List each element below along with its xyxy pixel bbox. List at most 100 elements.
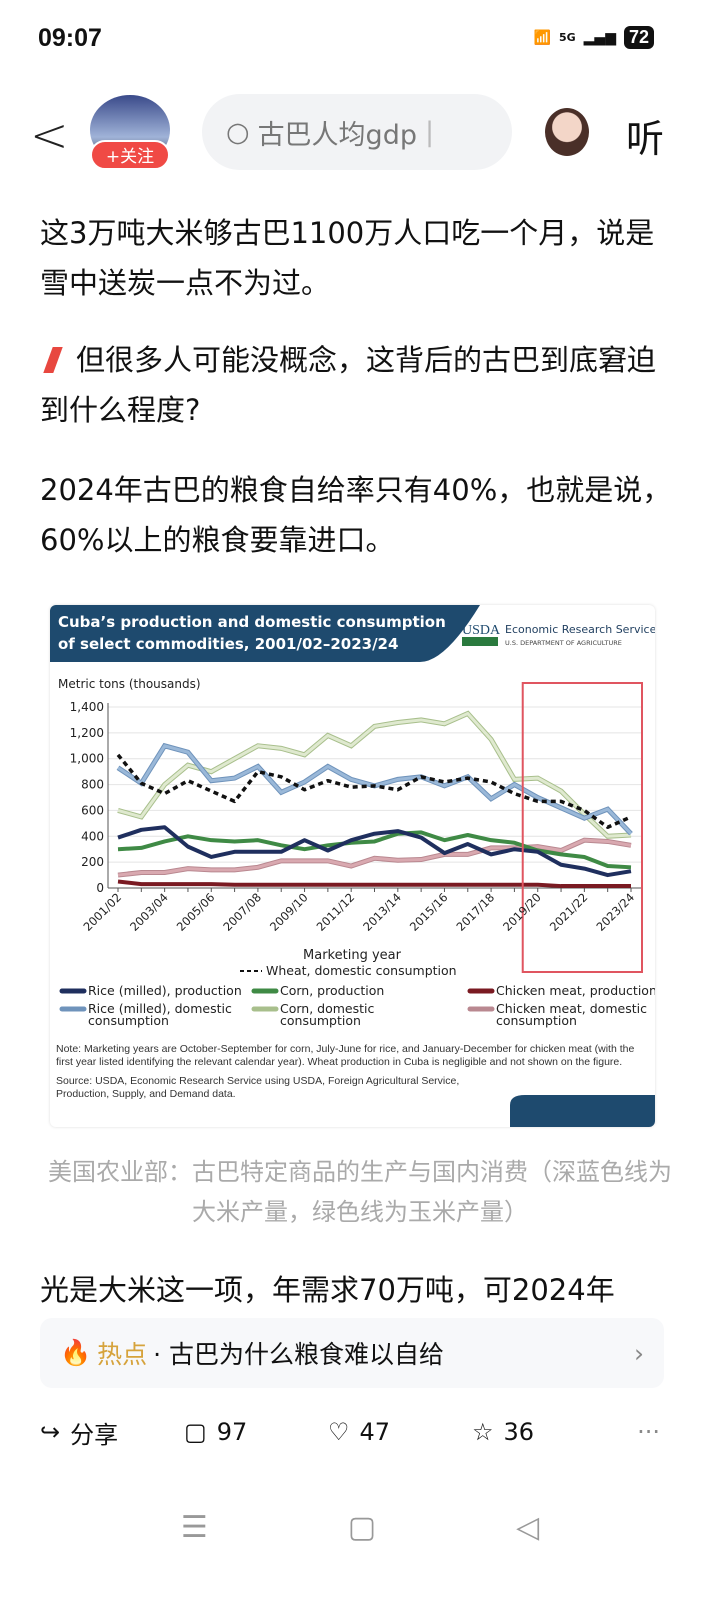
legend-item: Rice (milled), production xyxy=(59,983,242,998)
legend-label: Chicken meat, production xyxy=(496,983,655,998)
legend-label: Corn, domestic xyxy=(280,1001,375,1016)
chart-source: Source: USDA, Economic Research Service … xyxy=(56,1075,460,1100)
share-label: 分享 xyxy=(70,1420,119,1449)
status-icons: 📶 5G ▂▄▆ 72 xyxy=(534,26,654,49)
image-caption: 美国农业部：古巴特定商品的生产与国内消费（深蓝色线为大米产量，绿色线为玉米产量） xyxy=(48,1158,672,1226)
legend-item: Corn, production xyxy=(251,983,384,998)
network-label: 5G xyxy=(558,31,576,44)
x-tick-label: 2003/04 xyxy=(127,890,171,934)
x-tick-label: 2009/10 xyxy=(267,890,311,934)
x-tick-label: 2017/18 xyxy=(454,890,498,934)
battery-level: 72 xyxy=(623,26,654,49)
x-tick-label: 2005/06 xyxy=(174,890,218,934)
comment-count: 97 xyxy=(216,1418,248,1446)
paragraph: 这3万吨大米够古巴1100万人口吃一个月，说是雪中送炭一点不为过。 xyxy=(40,216,655,300)
y-tick-label: 200 xyxy=(81,855,104,869)
y-axis-label: Metric tons (thousands) xyxy=(58,677,201,691)
action-bar: ↪ 分享 ▢ 97 ♡ 47 ☆ 36 ··· xyxy=(40,1410,660,1454)
legend-label: Rice (milled), domestic xyxy=(88,1001,232,1016)
listen-button[interactable]: 听 xyxy=(626,117,665,161)
x-tick-label: 2023/24 xyxy=(593,890,637,934)
hot-topic-card[interactable]: 🔥 热点 · 古巴为什么粮食难以自给 › xyxy=(40,1318,664,1388)
assistant-avatar-icon[interactable] xyxy=(545,108,589,156)
hot-label: 热点 xyxy=(97,1340,148,1369)
x-tick-label: 2021/22 xyxy=(547,890,591,934)
series-line-corn-domestic-consumption-outline xyxy=(117,710,632,839)
legend-label-cont: consumption xyxy=(280,1013,361,1028)
follow-button[interactable]: +关注 xyxy=(90,140,170,170)
more-button[interactable]: ··· xyxy=(637,1418,660,1446)
wifi-icon: 📶 xyxy=(533,29,551,46)
series-line-chicken-meat-domestic-consumption xyxy=(117,838,632,877)
y-tick-label: 1,200 xyxy=(70,726,104,740)
legend-item: Chicken meat, production xyxy=(467,983,655,998)
x-tick-label: 2007/08 xyxy=(220,890,264,934)
chart-title-line2: of select commodities, 2001/02–2023/24 xyxy=(58,635,398,653)
chart-svg: Cuba’s production and domestic consumpti… xyxy=(50,605,655,1127)
flame-icon: 🔥 xyxy=(60,1338,92,1367)
system-nav-bar: ☰ ▢ ◁ xyxy=(0,1510,720,1545)
chevron-right-icon: › xyxy=(634,1338,644,1368)
x-tick-label: 2001/02 xyxy=(80,890,124,934)
heart-icon: ♡ xyxy=(328,1418,350,1446)
status-time: 09:07 xyxy=(38,24,102,52)
search-text: 古巴人均gdp xyxy=(257,119,417,151)
y-tick-label: 0 xyxy=(96,881,104,895)
back-triangle-icon[interactable]: ◁ xyxy=(516,1510,540,1545)
hot-topic-text: · 古巴为什么粮食难以自给 xyxy=(153,1340,445,1369)
series-line-chicken-meat-production xyxy=(117,879,631,889)
usda-logo: USDA xyxy=(462,623,501,638)
paragraph: 光是大米这一项，年需求70万吨，可2024年 xyxy=(40,1273,615,1307)
paragraph: 2024年古巴的粮食自给率只有40%，也就是说，60%以上的粮食要靠进口。 xyxy=(40,473,672,557)
comment-button[interactable]: ▢ 97 xyxy=(184,1418,328,1446)
series-line-corn-domestic-consumption xyxy=(117,711,632,838)
legend-item: Wheat, domestic consumption xyxy=(240,963,457,978)
y-tick-label: 600 xyxy=(81,803,104,817)
series-line-rice-milled-production xyxy=(117,825,632,878)
share-icon: ↪ xyxy=(40,1418,61,1446)
footer-banner xyxy=(510,1095,655,1127)
search-bar[interactable]: ○ 古巴人均gdp | xyxy=(202,94,512,170)
menu-icon[interactable]: ☰ xyxy=(180,1510,208,1545)
legend-label: Rice (milled), production xyxy=(88,983,242,998)
section-heading: 但很多人可能没概念，这背后的古巴到底窘迫到什么程度? xyxy=(40,335,680,435)
favorite-count: 36 xyxy=(503,1418,535,1446)
chart-note: Note: Marketing years are October-Septem… xyxy=(56,1043,635,1068)
heading-text: 但很多人可能没概念，这背后的古巴到底窘迫到什么程度? xyxy=(40,343,657,427)
like-count: 47 xyxy=(359,1418,391,1446)
legend-label-cont: consumption xyxy=(496,1013,577,1028)
legend-label: Wheat, domestic consumption xyxy=(266,963,457,978)
x-axis-label: Marketing year xyxy=(303,948,402,963)
like-button[interactable]: ♡ 47 xyxy=(328,1418,472,1446)
star-icon: ☆ xyxy=(472,1418,494,1446)
back-button[interactable]: < xyxy=(30,108,69,162)
y-tick-label: 800 xyxy=(81,778,104,792)
chart-image[interactable]: Cuba’s production and domestic consumpti… xyxy=(50,605,655,1127)
y-tick-label: 1,000 xyxy=(70,752,104,766)
x-tick-label: 2015/16 xyxy=(407,890,451,934)
usda-logo-mark xyxy=(462,637,498,646)
series-line-wheat-domestic-consumption xyxy=(116,753,632,829)
chart-title-line1: Cuba’s production and domestic consumpti… xyxy=(58,613,446,631)
share-button[interactable]: ↪ 分享 xyxy=(40,1415,184,1450)
home-icon[interactable]: ▢ xyxy=(347,1510,377,1545)
legend-label: Chicken meat, domestic xyxy=(496,1001,647,1016)
comment-icon: ▢ xyxy=(184,1418,207,1446)
legend-label: Corn, production xyxy=(280,983,384,998)
signal-icon: ▂▄▆ xyxy=(583,29,616,46)
legend-label-cont: consumption xyxy=(88,1013,169,1028)
x-tick-label: 2013/14 xyxy=(360,890,404,934)
x-tick-label: 2011/12 xyxy=(314,890,358,934)
highlight-box xyxy=(521,682,643,973)
search-icon: ○ xyxy=(226,116,250,148)
dept-name: U.S. DEPARTMENT OF AGRICULTURE xyxy=(505,639,622,647)
favorite-button[interactable]: ☆ 36 xyxy=(472,1418,616,1446)
title-banner xyxy=(50,605,480,662)
red-slash-icon xyxy=(43,347,63,373)
y-tick-label: 1,400 xyxy=(70,700,104,714)
org-name: Economic Research Service xyxy=(505,623,655,636)
series-line-corn-production xyxy=(117,830,632,870)
